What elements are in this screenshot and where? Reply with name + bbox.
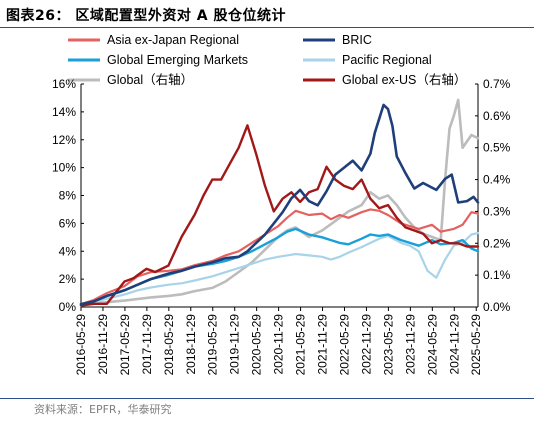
- x-tick-label: 2024-11-29: [447, 314, 461, 375]
- x-tick-label: 2023-11-29: [403, 314, 417, 375]
- x-tick-label: 2017-05-29: [118, 314, 132, 376]
- x-tick-label: 2017-11-29: [140, 314, 154, 375]
- legend-label-pacific: Pacific Regional: [342, 53, 432, 67]
- right-tick-label: 0.6%: [483, 109, 511, 123]
- x-tick-label: 2022-11-29: [359, 314, 373, 375]
- left-tick-label: 0%: [59, 300, 77, 314]
- left-tick-label: 16%: [52, 77, 76, 91]
- legend-label-global-ex-us: Global ex-US（右轴）: [342, 72, 466, 87]
- right-tick-label: 0.4%: [483, 173, 511, 187]
- series-line-gem: [79, 227, 480, 306]
- left-tick-label: 10%: [52, 161, 76, 175]
- legend-label-gem: Global Emerging Markets: [107, 53, 248, 67]
- right-tick-label: 0.1%: [483, 268, 511, 282]
- source-note: 资料来源：EPFR，华泰研究: [34, 403, 172, 416]
- series-line-pacific: [79, 232, 480, 307]
- left-tick-label: 8%: [59, 189, 77, 203]
- x-tick-label: 2019-05-29: [206, 314, 220, 376]
- axes: 0% 2% 4% 6% 8% 10% 12% 14% 16% 0.0% 0.1% 0.2% 0.3% 0.…: [52, 77, 511, 375]
- x-tick-label: 2018-05-29: [162, 314, 176, 376]
- legend-label-global: Global（右轴）: [107, 72, 193, 87]
- right-tick-label: 0.7%: [483, 77, 511, 91]
- x-tick-label: 2020-05-29: [250, 314, 264, 376]
- x-tick-label: 2021-05-29: [294, 314, 308, 376]
- x-tick-label: 2025-05-29: [469, 314, 483, 376]
- left-tick-label: 12%: [52, 133, 76, 147]
- legend-label-asia-ex-japan: Asia ex-Japan Regional: [107, 33, 239, 47]
- series-line-bric: [79, 103, 480, 306]
- x-tick-label: 2023-05-29: [381, 314, 395, 376]
- x-tick-label: 2021-11-29: [316, 314, 330, 375]
- right-tick-label: 0.2%: [483, 236, 511, 250]
- right-tick-label: 0.3%: [483, 204, 511, 218]
- x-tick-label: 2018-11-29: [184, 314, 198, 375]
- series-line-asia-ex-japan: [79, 208, 480, 306]
- series-lines: [79, 98, 480, 307]
- series-line-global: [79, 98, 480, 307]
- chart-title: 图表26： 区域配置型外资对 A 股仓位统计: [6, 8, 286, 24]
- x-tick-label: 2022-05-29: [337, 314, 351, 376]
- legend-label-bric: BRIC: [342, 33, 372, 47]
- x-tick-label: 2020-11-29: [272, 314, 286, 375]
- x-tick-label: 2024-05-29: [425, 314, 439, 376]
- right-tick-label: 0.5%: [483, 141, 511, 155]
- left-tick-label: 14%: [52, 105, 76, 119]
- title-rule: [0, 27, 534, 28]
- x-tick-label: 2016-11-29: [96, 314, 110, 375]
- x-tick-label: 2016-05-29: [74, 314, 88, 376]
- legend: Asia ex-Japan Regional BRIC Global Emergin…: [68, 33, 466, 87]
- left-tick-label: 4%: [59, 244, 77, 258]
- footer-rule: [0, 398, 534, 399]
- right-tick-label: 0.0%: [483, 300, 511, 314]
- chart-canvas: Asia ex-Japan Regional BRIC Global Emergin…: [52, 33, 511, 375]
- left-tick-label: 6%: [59, 216, 77, 230]
- left-tick-label: 2%: [59, 272, 77, 286]
- x-tick-label: 2019-11-29: [228, 314, 242, 375]
- series-line-global-ex-us: [79, 124, 480, 307]
